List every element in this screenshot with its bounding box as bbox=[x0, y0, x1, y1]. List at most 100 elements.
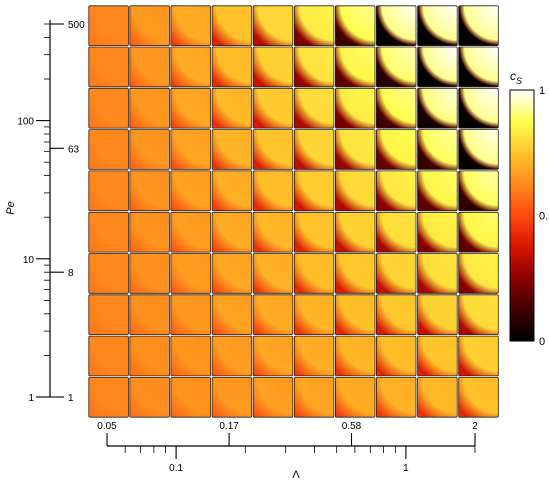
panel-r5-c10 bbox=[458, 211, 499, 253]
panel-grid bbox=[88, 5, 499, 418]
panel-r7-c2 bbox=[129, 129, 170, 170]
panel-r3-c10 bbox=[458, 294, 499, 335]
panel-r7-c10 bbox=[458, 129, 499, 170]
panel-r3-c4 bbox=[211, 294, 253, 335]
pe-tick-label-right: 500 bbox=[68, 20, 85, 31]
panel-r10-c8 bbox=[375, 5, 417, 46]
lambda-tick-label-bottom: 1 bbox=[403, 463, 409, 474]
panel-r6-c7 bbox=[334, 170, 376, 212]
panel-r5-c5 bbox=[252, 211, 294, 253]
panel-r5-c4 bbox=[211, 211, 253, 253]
panel-r8-c6 bbox=[293, 87, 335, 129]
panel-r9-c8 bbox=[375, 46, 417, 88]
panel-r9-c7 bbox=[334, 46, 376, 88]
panel-r3-c2 bbox=[129, 294, 170, 335]
pe-tick-label-right: 8 bbox=[68, 268, 74, 279]
panel-r9-c10 bbox=[458, 46, 499, 88]
colorbar-gradient bbox=[509, 89, 535, 342]
lambda-axis-label: Λ bbox=[292, 469, 300, 481]
panel-r1-c6 bbox=[293, 376, 335, 418]
panel-r1-c4 bbox=[211, 376, 253, 418]
panel-r6-c2 bbox=[129, 170, 170, 212]
panel-r3-c7 bbox=[334, 294, 376, 335]
panel-r4-c8 bbox=[375, 253, 417, 294]
panel-r8-c4 bbox=[211, 87, 253, 129]
pe-tick-label-left: 100 bbox=[17, 117, 34, 128]
panel-r2-c4 bbox=[211, 335, 253, 377]
panel-r1-c10 bbox=[458, 376, 499, 418]
panel-r1-c7 bbox=[334, 376, 376, 418]
pe-tick-label-right: 1 bbox=[68, 393, 74, 404]
panel-r10-c3 bbox=[170, 5, 211, 46]
panel-r5-c8 bbox=[375, 211, 417, 253]
panel-r9-c5 bbox=[252, 46, 294, 88]
panel-r6-c8 bbox=[375, 170, 417, 212]
panel-r6-c5 bbox=[252, 170, 294, 212]
panel-r1-c3 bbox=[170, 376, 211, 418]
colorbar-tick-label: 0.5 bbox=[539, 211, 549, 223]
panel-r3-c5 bbox=[252, 294, 294, 335]
colorbar-tick-label: 1 bbox=[539, 85, 545, 97]
lambda-axis: 0.1 1 0.05 0.17 0.58 2 bbox=[97, 421, 478, 474]
panel-r7-c3 bbox=[170, 129, 211, 170]
panel-r4-c3 bbox=[170, 253, 211, 294]
panel-r6-c9 bbox=[417, 170, 458, 212]
colorbar-label-subscript: S bbox=[516, 76, 522, 86]
pe-tick-label-left: 10 bbox=[23, 255, 35, 266]
pe-axis: 1 10 100 1 8 63 500 bbox=[17, 20, 85, 404]
panel-r5-c2 bbox=[129, 211, 170, 253]
lambda-tick-label-top: 2 bbox=[472, 421, 478, 432]
colorbar-tick-label: 0 bbox=[539, 336, 545, 348]
panel-r2-c5 bbox=[252, 335, 294, 377]
panel-r2-c7 bbox=[334, 335, 376, 377]
panel-r6-c4 bbox=[211, 170, 253, 212]
panel-r1-c1 bbox=[88, 376, 129, 418]
panel-r7-c6 bbox=[293, 129, 335, 170]
panel-r10-c1 bbox=[88, 5, 129, 46]
panel-r3-c6 bbox=[293, 294, 335, 335]
panel-r7-c5 bbox=[252, 129, 294, 170]
panel-r10-c2 bbox=[129, 5, 170, 46]
panel-r6-c10 bbox=[458, 170, 499, 212]
lambda-tick-label-top: 0.58 bbox=[342, 421, 362, 432]
panel-r4-c2 bbox=[129, 253, 170, 294]
panel-r10-c5 bbox=[252, 5, 294, 46]
pe-tick-label-left: 1 bbox=[28, 393, 34, 404]
panel-r6-c3 bbox=[170, 170, 211, 212]
panel-r1-c9 bbox=[417, 376, 458, 418]
panel-r3-c1 bbox=[88, 294, 129, 335]
panel-r4-c4 bbox=[211, 253, 253, 294]
panel-r7-c4 bbox=[211, 129, 253, 170]
panel-r3-c9 bbox=[417, 294, 458, 335]
panel-r1-c5 bbox=[252, 376, 294, 418]
colorbar-label: cS bbox=[510, 69, 522, 86]
panel-r9-c4 bbox=[211, 46, 253, 88]
panel-r2-c8 bbox=[375, 335, 417, 377]
panel-r7-c9 bbox=[417, 129, 458, 170]
panel-r4-c9 bbox=[417, 253, 458, 294]
panel-r8-c9 bbox=[417, 87, 458, 129]
panel-r6-c6 bbox=[293, 170, 335, 212]
panel-r9-c3 bbox=[170, 46, 211, 88]
panel-r5-c7 bbox=[334, 211, 376, 253]
panel-r8-c10 bbox=[458, 87, 499, 129]
panel-r2-c10 bbox=[458, 335, 499, 377]
panel-r8-c7 bbox=[334, 87, 376, 129]
panel-r2-c6 bbox=[293, 335, 335, 377]
lambda-tick-label-top: 0.05 bbox=[97, 421, 117, 432]
panel-r6-c1 bbox=[88, 170, 129, 212]
panel-r9-c9 bbox=[417, 46, 458, 88]
lambda-tick-label-bottom: 0.1 bbox=[169, 463, 183, 474]
panel-r8-c3 bbox=[170, 87, 211, 129]
panel-r9-c1 bbox=[88, 46, 129, 88]
panel-r7-c1 bbox=[88, 129, 129, 170]
panel-r9-c6 bbox=[293, 46, 335, 88]
colorbar: 00.51 bbox=[509, 85, 549, 348]
panel-r5-c9 bbox=[417, 211, 458, 253]
panel-r4-c1 bbox=[88, 253, 129, 294]
panel-r5-c6 bbox=[293, 211, 335, 253]
panel-r1-c8 bbox=[375, 376, 417, 418]
panel-r10-c10 bbox=[458, 5, 499, 46]
panel-r1-c2 bbox=[129, 376, 170, 418]
